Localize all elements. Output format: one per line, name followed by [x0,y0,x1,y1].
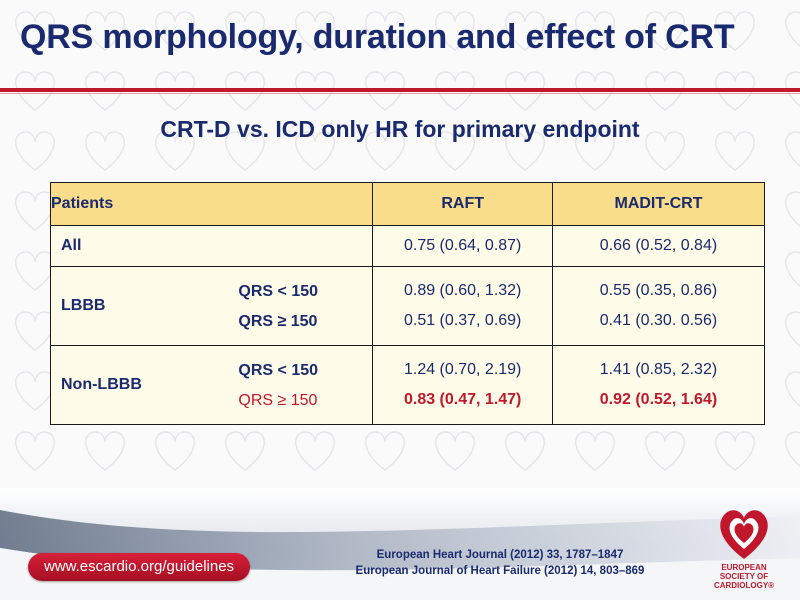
lbbb-madit-cell: 0.55 (0.35, 0.86) 0.41 (0.30. 0.56) [551,266,766,346]
lbbb-group-cell: LBBB QRS < 150 QRS ≥ 150 [49,266,374,346]
table-header-row: Patients RAFT MADIT-CRT [49,182,766,226]
non-lbbb-qrs-lt150-label: QRS < 150 [238,362,319,379]
logo-line-2: SOCIETY OF [719,572,769,581]
cell-non-lbbb-ge150-madit: 0.92 (0.52, 1.64) [599,391,718,408]
heart-logo-icon [720,510,768,559]
cell-non-lbbb-lt150-raft: 1.24 (0.70, 2.19) [403,361,522,378]
header-madit-crt: MADIT-CRT [551,182,766,226]
cell-lbbb-ge150-raft: 0.51 (0.37, 0.69) [403,312,522,329]
title-divider [0,88,800,92]
header-raft: RAFT [372,182,553,226]
row-label-all: All [49,225,374,267]
cell-non-lbbb-lt150-madit: 1.41 (0.85, 2.32) [599,361,718,378]
table-row-lbbb: LBBB QRS < 150 QRS ≥ 150 0.89 (0.60, 1.3… [49,266,766,346]
guidelines-link[interactable]: www.escardio.org/guidelines [28,553,250,581]
cell-lbbb-lt150-raft: 0.89 (0.60, 1.32) [403,282,522,299]
row-label-non-lbbb: Non-LBBB [61,376,142,393]
cell-non-lbbb-ge150-raft: 0.83 (0.47, 1.47) [403,391,522,408]
esc-logo-wordmark: EUROPEAN SOCIETY OF CARDIOLOGY® [704,563,784,590]
reference-ehj: European Heart Journal (2012) 33, 1787–1… [376,549,624,561]
header-patients: Patients [49,182,374,226]
non-lbbb-qrs-ge150-label: QRS ≥ 150 [238,392,318,409]
lbbb-qrs-ge150-label: QRS ≥ 150 [238,313,318,330]
cell-lbbb-lt150-madit: 0.55 (0.35, 0.86) [599,282,718,299]
lbbb-qrs-lt150-label: QRS < 150 [238,283,319,300]
table-row-all: All 0.75 (0.64, 0.87) 0.66 (0.52, 0.84) [49,225,766,267]
hazard-ratio-table: Patients RAFT MADIT-CRT All 0.75 (0.64, … [49,182,766,425]
title-divider-shadow [0,93,800,94]
logo-line-1: EUROPEAN [721,563,767,572]
lbbb-raft-cell: 0.89 (0.60, 1.32) 0.51 (0.37, 0.69) [372,266,553,346]
non-lbbb-madit-cell: 1.41 (0.85, 2.32) 0.92 (0.52, 1.64) [551,345,766,425]
cell-lbbb-ge150-madit: 0.41 (0.30. 0.56) [599,312,718,329]
non-lbbb-raft-cell: 1.24 (0.70, 2.19) 0.83 (0.47, 1.47) [372,345,553,425]
references: European Heart Journal (2012) 33, 1787–1… [300,547,700,579]
cell-all-madit: 0.66 (0.52, 0.84) [551,225,766,267]
row-label-lbbb: LBBB [61,297,106,314]
slide-title: QRS morphology, duration and effect of C… [20,18,735,56]
slide-subtitle: CRT-D vs. ICD only HR for primary endpoi… [160,116,640,142]
cell-all-raft: 0.75 (0.64, 0.87) [372,225,553,267]
table-row-non-lbbb: Non-LBBB QRS < 150 QRS ≥ 150 1.24 (0.70,… [49,345,766,425]
logo-line-3: CARDIOLOGY® [713,581,775,590]
reference-ejhf: European Journal of Heart Failure (2012)… [355,565,645,577]
footer-wave-band [0,488,800,600]
non-lbbb-group-cell: Non-LBBB QRS < 150 QRS ≥ 150 [49,345,374,425]
